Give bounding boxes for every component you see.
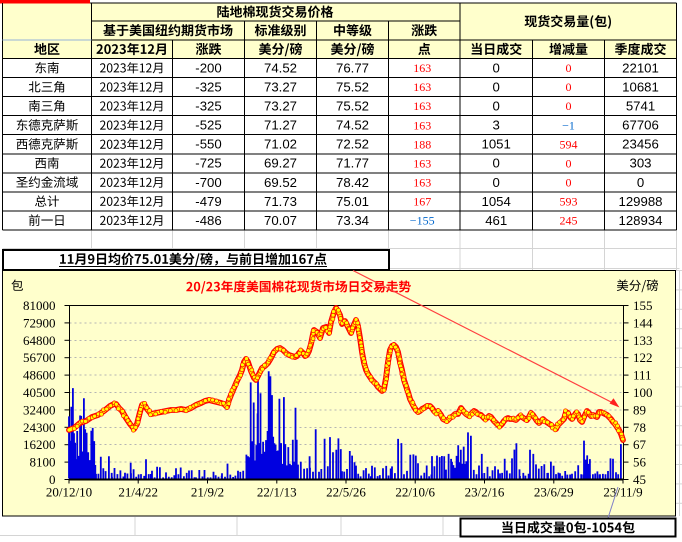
- svg-text:0: 0: [566, 80, 572, 94]
- svg-text:76.77: 76.77: [336, 60, 369, 75]
- svg-text:129988: 129988: [618, 194, 662, 209]
- svg-text:133: 133: [633, 333, 653, 348]
- svg-text:70.07: 70.07: [264, 213, 297, 228]
- svg-text:75.52: 75.52: [336, 99, 369, 114]
- svg-text:21/4/22: 21/4/22: [118, 485, 158, 500]
- svg-text:67: 67: [633, 437, 647, 452]
- svg-text:24300: 24300: [23, 420, 56, 435]
- svg-text:16200: 16200: [23, 437, 56, 452]
- svg-text:167: 167: [413, 195, 431, 209]
- svg-text:32400: 32400: [23, 402, 56, 417]
- svg-text:111: 111: [633, 368, 652, 383]
- svg-text:100: 100: [633, 385, 653, 400]
- svg-text:163: 163: [413, 156, 431, 170]
- svg-text:0: 0: [566, 156, 572, 170]
- svg-text:−1: −1: [562, 118, 575, 132]
- svg-text:-550: -550: [195, 137, 221, 152]
- svg-text:71.77: 71.77: [336, 156, 369, 171]
- svg-text:74.52: 74.52: [264, 60, 297, 75]
- svg-text:-325: -325: [195, 80, 221, 95]
- svg-text:72900: 72900: [23, 315, 56, 330]
- svg-text:73.27: 73.27: [264, 99, 297, 114]
- svg-text:461: 461: [485, 213, 507, 228]
- svg-text:73.27: 73.27: [264, 80, 297, 95]
- svg-text:22/1/13: 22/1/13: [257, 485, 297, 500]
- svg-text:-486: -486: [195, 213, 221, 228]
- svg-text:144: 144: [633, 315, 653, 330]
- svg-text:1054: 1054: [482, 194, 511, 209]
- svg-text:71.73: 71.73: [264, 194, 297, 209]
- svg-text:23456: 23456: [622, 137, 659, 152]
- svg-text:163: 163: [413, 176, 431, 190]
- svg-text:-525: -525: [195, 118, 221, 133]
- svg-text:72.52: 72.52: [336, 137, 369, 152]
- svg-text:45: 45: [633, 472, 646, 487]
- svg-text:20/12/10: 20/12/10: [46, 485, 92, 500]
- svg-text:69.27: 69.27: [264, 156, 297, 171]
- svg-text:71.02: 71.02: [264, 137, 297, 152]
- svg-text:−155: −155: [410, 214, 435, 228]
- svg-text:73.34: 73.34: [336, 213, 369, 228]
- svg-text:48600: 48600: [23, 368, 56, 383]
- svg-text:75.52: 75.52: [336, 80, 369, 95]
- svg-text:0: 0: [493, 156, 500, 171]
- svg-text:89: 89: [633, 402, 646, 417]
- svg-text:22/10/6: 22/10/6: [395, 485, 435, 500]
- svg-text:56700: 56700: [23, 350, 56, 365]
- svg-text:23/6/29: 23/6/29: [534, 485, 574, 500]
- svg-text:74.52: 74.52: [336, 118, 369, 133]
- svg-text:163: 163: [413, 61, 431, 75]
- svg-text:0: 0: [566, 61, 572, 75]
- svg-text:56: 56: [633, 455, 647, 470]
- svg-text:594: 594: [560, 137, 578, 151]
- svg-text:78.42: 78.42: [336, 175, 369, 190]
- svg-text:10681: 10681: [622, 80, 659, 95]
- svg-text:22101: 22101: [622, 60, 659, 75]
- svg-text:40500: 40500: [23, 385, 56, 400]
- svg-text:-725: -725: [195, 156, 221, 171]
- svg-text:593: 593: [560, 195, 578, 209]
- svg-text:3: 3: [493, 118, 500, 133]
- svg-text:69.52: 69.52: [264, 175, 297, 190]
- svg-text:303: 303: [629, 156, 651, 171]
- svg-text:21/9/2: 21/9/2: [191, 485, 224, 500]
- svg-text:163: 163: [413, 80, 431, 94]
- svg-text:1051: 1051: [482, 137, 511, 152]
- svg-text:0: 0: [493, 60, 500, 75]
- svg-text:-700: -700: [195, 175, 221, 190]
- svg-text:8100: 8100: [30, 455, 56, 470]
- svg-text:23/11/9: 23/11/9: [603, 485, 642, 500]
- svg-text:23/2/16: 23/2/16: [465, 485, 505, 500]
- svg-text:71.27: 71.27: [264, 118, 297, 133]
- svg-text:128934: 128934: [618, 213, 662, 228]
- svg-text:78: 78: [633, 420, 646, 435]
- svg-text:-200: -200: [195, 60, 221, 75]
- svg-text:155: 155: [633, 298, 653, 313]
- svg-text:122: 122: [633, 350, 653, 365]
- svg-text:-479: -479: [195, 194, 221, 209]
- svg-text:163: 163: [413, 99, 431, 113]
- svg-text:64800: 64800: [23, 333, 56, 348]
- svg-text:0: 0: [566, 176, 572, 190]
- svg-text:75.01: 75.01: [336, 194, 369, 209]
- svg-text:22/5/26: 22/5/26: [326, 485, 366, 500]
- svg-text:0: 0: [566, 99, 572, 113]
- svg-text:-325: -325: [195, 99, 221, 114]
- svg-text:245: 245: [560, 214, 578, 228]
- svg-text:163: 163: [413, 118, 431, 132]
- svg-text:0: 0: [493, 175, 500, 190]
- svg-text:0: 0: [493, 99, 500, 114]
- svg-text:0: 0: [637, 175, 644, 190]
- svg-text:67706: 67706: [622, 118, 659, 133]
- svg-text:0: 0: [493, 80, 500, 95]
- svg-text:0: 0: [49, 472, 56, 487]
- svg-text:81000: 81000: [23, 298, 56, 313]
- svg-text:188: 188: [413, 137, 431, 151]
- svg-text:5741: 5741: [626, 99, 655, 114]
